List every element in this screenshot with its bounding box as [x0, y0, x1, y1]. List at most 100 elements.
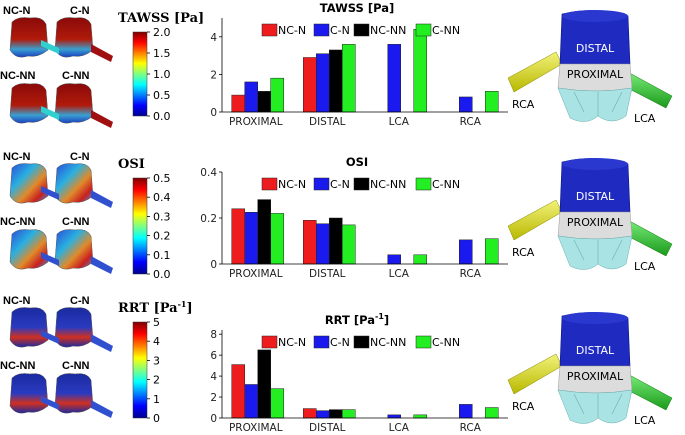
x-tick-label: LCA [389, 268, 410, 280]
surface-body [9, 17, 49, 58]
model-label-proximal: PROXIMAL [567, 216, 624, 229]
sample-surface-2 [41, 17, 113, 62]
valve-seams [573, 91, 623, 116]
legend-label-nc-nn: NC-NN [370, 24, 406, 37]
legend-swatch-nc-nn [353, 23, 370, 37]
legend-swatch-c-n [313, 177, 330, 191]
model-label-lca: LCA [634, 414, 656, 427]
x-tick-label: PROXIMAL [229, 268, 283, 280]
colorbar-tick-label: 0.0 [153, 268, 171, 281]
model-label-proximal: PROXIMAL [567, 68, 624, 81]
model-label-rca: RCA [512, 246, 535, 259]
sample-surface-1 [9, 17, 49, 58]
y-tick-label: 8 [210, 329, 217, 341]
colorbar-tick-label: 2 [153, 374, 160, 387]
bar-nc-nn-distal [329, 409, 343, 419]
valve-region [557, 389, 633, 424]
colorbar-tick-label: 4 [153, 335, 160, 348]
chart-1: TAWSS [Pa] PROXIMAL DISTAL LCA RCA 0 2 4 NC-N C-N… [210, 1, 508, 128]
y-tick-label: 0.4 [200, 167, 217, 179]
bar-nc-n-distal [303, 57, 317, 113]
models: DISTAL PROXIMAL RCA LCA DISTAL PROXIMAL RCA LCA… [507, 10, 673, 427]
distal-top-cap [562, 10, 628, 22]
y-tick-label: 4 [210, 371, 217, 383]
bar-c-nn-rca [485, 91, 499, 113]
bar-c-n-distal [316, 410, 330, 419]
bar-c-nn-distal [342, 224, 356, 265]
colorbar-3 [132, 321, 148, 419]
surface-body [9, 163, 49, 204]
model-1: DISTAL PROXIMAL RCA LCA [507, 10, 673, 125]
sample-surface-1 [9, 163, 49, 204]
surface-body [54, 307, 94, 348]
bar-c-n-proximal [244, 212, 258, 265]
bar-c-nn-lca [413, 254, 427, 265]
valve-region [557, 235, 633, 270]
surface-body [9, 229, 49, 270]
bar-c-n-distal [316, 223, 330, 265]
bar-c-nn-rca [485, 238, 499, 265]
surface-branch-right [91, 110, 113, 128]
sample-label-2: C-N [70, 295, 90, 307]
x-tick-label: RCA [460, 268, 482, 280]
colorbar-title-3: RRT [Pa-1] [118, 299, 193, 316]
rca-branch [507, 199, 563, 241]
sample-surface-4 [41, 229, 113, 274]
bar-c-n-distal [316, 53, 330, 113]
colorbar-tick-label: 0.2 [153, 230, 171, 243]
surface-branch-left [41, 40, 59, 54]
legend-label-c-n: C-N [330, 24, 350, 37]
colorbar-tick-label: 0.5 [153, 89, 171, 102]
colorbar-title-2: OSI [118, 157, 145, 172]
sample-surface-3 [9, 373, 49, 414]
sample-label-1: NC-N [3, 151, 31, 163]
chart-title: RRT [Pa-1] [325, 312, 389, 327]
bar-c-nn-rca [485, 407, 499, 419]
surface-branch-right [91, 400, 113, 418]
sample-label-3: NC-NN [0, 216, 35, 228]
legend-swatch-nc-n [261, 177, 278, 191]
x-tick-label: PROXIMAL [229, 422, 283, 434]
colorbar-tick-label: 1 [153, 393, 160, 406]
colorbar-1 [132, 31, 148, 117]
bar-nc-n-distal [303, 220, 317, 265]
x-tick-label: DISTAL [309, 422, 346, 434]
x-tick-label: RCA [460, 422, 482, 434]
x-tick-label: PROXIMAL [229, 116, 283, 128]
x-tick-label: LCA [389, 116, 410, 128]
model-label-distal: DISTAL [576, 42, 615, 55]
y-tick-label: 2 [210, 69, 217, 81]
bar-nc-nn-proximal [257, 199, 271, 265]
bar-c-n-lca [387, 254, 401, 265]
y-tick-label: 0 [210, 259, 217, 271]
sample-label-2: C-N [70, 5, 90, 17]
surface-branch-left [41, 186, 59, 200]
sample-label-4: C-NN [62, 70, 90, 82]
distal-top-cap [562, 158, 628, 170]
legend-label-c-n: C-N [330, 178, 350, 191]
valve-seams [573, 239, 623, 264]
y-tick-label: 0 [210, 413, 217, 425]
surface-body [54, 83, 94, 124]
rca-branch [507, 353, 563, 395]
model-label-distal: DISTAL [576, 190, 615, 203]
model-label-distal: DISTAL [576, 344, 615, 357]
surface-branch-right [91, 256, 113, 274]
legend-label-c-nn: C-NN [432, 178, 460, 191]
chart-title: OSI [346, 155, 368, 169]
model-label-proximal: PROXIMAL [567, 370, 624, 383]
chart-title: TAWSS [Pa] [320, 1, 394, 15]
colorbar-tick-label: 0.3 [153, 210, 171, 223]
legend-label-nc-n: NC-N [278, 336, 306, 349]
sample-surface-3 [9, 229, 49, 270]
bar-nc-n-distal [303, 408, 317, 419]
sample-label-2: C-N [70, 151, 90, 163]
colorbar-tick-label: 0.4 [153, 191, 171, 204]
bar-nc-nn-proximal [257, 349, 271, 419]
sample-label-1: NC-N [3, 5, 31, 17]
legend-swatch-nc-n [261, 23, 278, 37]
bar-c-n-proximal [244, 81, 258, 113]
